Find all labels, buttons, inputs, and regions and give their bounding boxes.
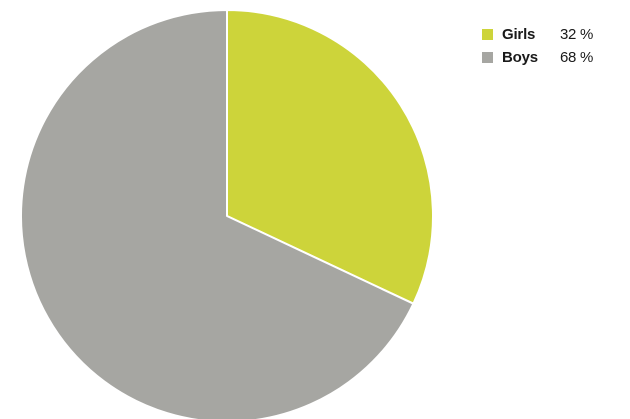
- pie-slice-girls: [226, 9, 434, 305]
- legend-item-girls: Girls 32 %: [482, 24, 593, 45]
- legend-label-boys: Boys: [502, 49, 538, 66]
- legend-swatch-girls: [482, 29, 493, 40]
- legend-label-girls: Girls: [502, 26, 536, 43]
- pie-slice-boys: [20, 9, 415, 419]
- legend-swatch-boys: [482, 52, 493, 63]
- legend-value-girls: 32 %: [560, 26, 593, 43]
- legend-value-boys: 68 %: [560, 49, 593, 66]
- legend: Girls 32 % Boys 68 %: [482, 24, 593, 70]
- legend-item-boys: Boys 68 %: [482, 47, 593, 68]
